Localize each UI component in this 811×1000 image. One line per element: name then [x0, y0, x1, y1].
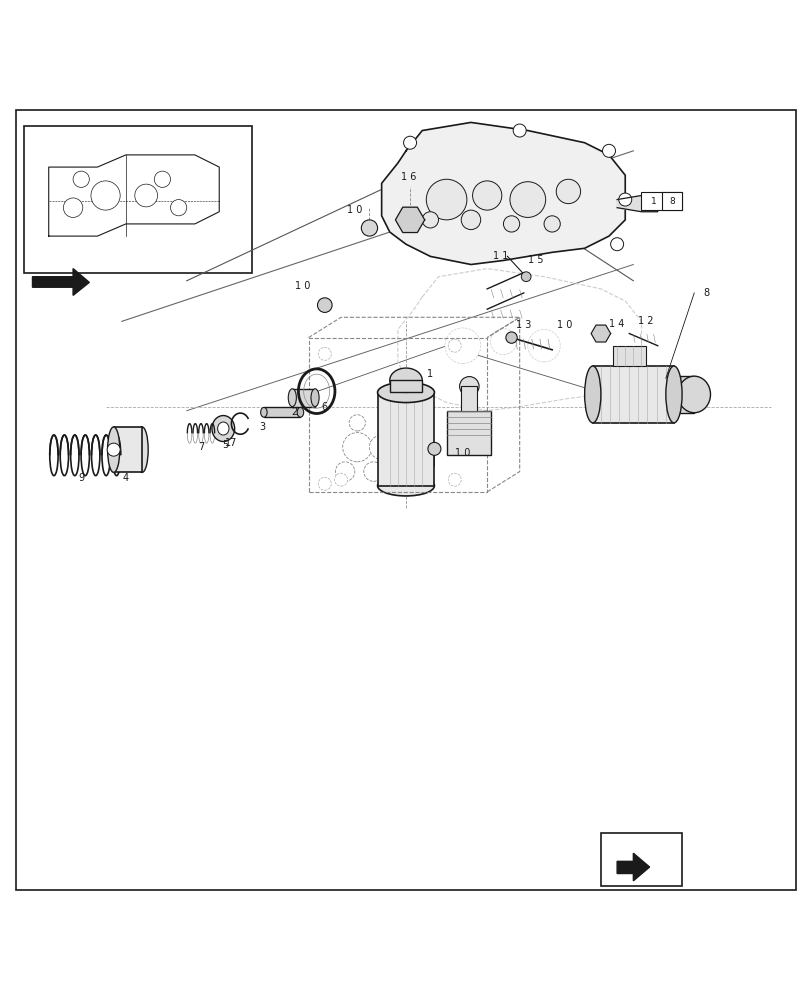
Circle shape	[91, 181, 120, 210]
Bar	[641, 192, 681, 210]
Text: 1: 1	[427, 369, 433, 379]
Text: 17: 17	[225, 438, 238, 448]
Bar	[292, 389, 315, 407]
Circle shape	[422, 212, 438, 228]
Circle shape	[73, 171, 89, 187]
Circle shape	[427, 442, 440, 455]
Text: 1 0: 1 0	[295, 281, 310, 291]
Text: 1 0: 1 0	[455, 448, 470, 458]
Circle shape	[461, 210, 480, 230]
Bar	[24, 126, 251, 273]
Text: 1 5: 1 5	[527, 255, 543, 265]
Circle shape	[472, 181, 501, 210]
Circle shape	[403, 136, 416, 149]
Circle shape	[602, 144, 615, 157]
Bar	[673, 376, 693, 413]
Text: 1 4: 1 4	[609, 319, 624, 329]
Text: 6: 6	[321, 402, 328, 412]
Bar	[264, 407, 300, 417]
Ellipse shape	[135, 427, 148, 472]
Circle shape	[318, 347, 331, 360]
Circle shape	[317, 298, 332, 312]
Text: 5: 5	[222, 440, 229, 450]
Circle shape	[610, 238, 623, 251]
Text: 1 1: 1 1	[493, 251, 508, 261]
Ellipse shape	[212, 416, 234, 442]
Text: 1 2: 1 2	[637, 316, 653, 326]
Circle shape	[369, 435, 393, 459]
Circle shape	[63, 198, 83, 217]
Circle shape	[509, 182, 545, 217]
Circle shape	[490, 329, 516, 355]
Polygon shape	[395, 207, 424, 233]
Circle shape	[342, 433, 371, 462]
Circle shape	[513, 124, 526, 137]
Circle shape	[334, 473, 347, 486]
Circle shape	[361, 220, 377, 236]
Ellipse shape	[377, 476, 434, 496]
Ellipse shape	[217, 422, 229, 435]
Text: 7: 7	[198, 442, 204, 452]
Circle shape	[459, 377, 478, 396]
Ellipse shape	[389, 368, 422, 392]
Bar	[592, 366, 673, 423]
Ellipse shape	[288, 389, 296, 407]
Circle shape	[170, 200, 187, 216]
Polygon shape	[616, 196, 657, 212]
Text: 4: 4	[122, 473, 129, 483]
Text: 8: 8	[668, 197, 675, 206]
Ellipse shape	[311, 389, 319, 407]
Polygon shape	[616, 853, 649, 881]
Text: 1 6: 1 6	[401, 172, 415, 182]
Text: 8: 8	[702, 288, 709, 298]
Circle shape	[444, 328, 480, 364]
Ellipse shape	[107, 427, 120, 472]
Circle shape	[154, 171, 170, 187]
Bar	[114, 427, 142, 472]
FancyBboxPatch shape	[446, 411, 491, 455]
Circle shape	[349, 415, 365, 431]
Text: 1: 1	[650, 197, 656, 206]
Ellipse shape	[677, 376, 710, 413]
Circle shape	[318, 477, 331, 490]
Bar	[389, 380, 422, 392]
Circle shape	[448, 473, 461, 486]
Circle shape	[527, 329, 560, 362]
Circle shape	[135, 184, 157, 207]
Text: 2: 2	[290, 407, 297, 417]
Circle shape	[448, 339, 461, 352]
Bar	[461, 386, 477, 411]
Circle shape	[363, 462, 383, 481]
Text: 1 3: 1 3	[516, 320, 530, 330]
Ellipse shape	[584, 366, 600, 423]
Text: 1 0: 1 0	[347, 205, 362, 215]
Circle shape	[521, 272, 530, 282]
Bar	[612, 346, 645, 366]
Circle shape	[556, 179, 580, 204]
Ellipse shape	[377, 382, 434, 403]
Circle shape	[543, 216, 560, 232]
Text: 9: 9	[78, 473, 84, 483]
Bar	[661, 192, 681, 210]
Polygon shape	[590, 325, 610, 342]
Ellipse shape	[297, 407, 303, 417]
Circle shape	[503, 216, 519, 232]
Circle shape	[505, 332, 517, 343]
Ellipse shape	[260, 407, 267, 417]
Text: 1 0: 1 0	[556, 320, 571, 330]
Polygon shape	[381, 122, 624, 265]
Polygon shape	[32, 269, 89, 295]
Circle shape	[618, 193, 631, 206]
Circle shape	[107, 443, 120, 456]
Circle shape	[426, 179, 466, 220]
Bar	[377, 392, 434, 486]
Ellipse shape	[665, 366, 681, 423]
Bar	[600, 833, 681, 886]
Text: 3: 3	[259, 422, 265, 432]
Circle shape	[335, 462, 354, 481]
